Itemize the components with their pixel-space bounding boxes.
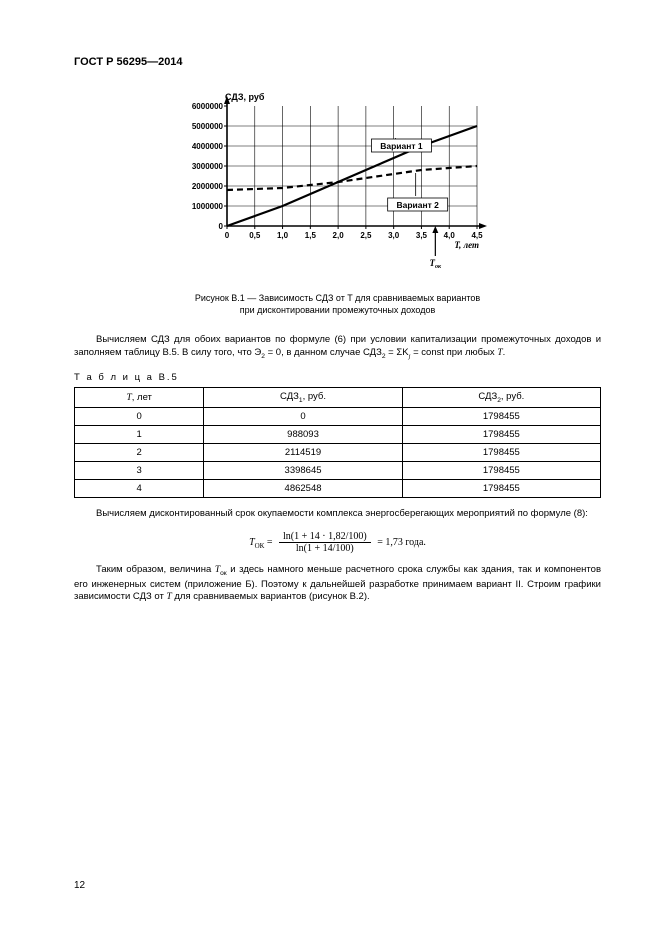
p3sub: ок [220, 570, 227, 577]
paragraph-1: Вычисляем СДЗ для обоих вариантов по фор… [74, 334, 601, 362]
table-cell: 3398645 [204, 461, 402, 479]
svg-text:4,5: 4,5 [471, 231, 483, 240]
paragraph-3: Таким образом, величина Tок и здесь намн… [74, 564, 601, 605]
caption-line1: Рисунок В.1 — Зависимость СДЗ от T для с… [195, 293, 480, 303]
table-row: 001798455 [75, 407, 601, 425]
svg-text:2,5: 2,5 [360, 231, 372, 240]
p1b: = ΣK [386, 347, 409, 358]
table-cell: 3 [75, 461, 204, 479]
svg-text:1,5: 1,5 [304, 231, 316, 240]
table-cell: 1 [75, 425, 204, 443]
p1c: = const при любых [410, 347, 497, 358]
svg-text:3000000: 3000000 [191, 162, 223, 171]
table-b5: T, лет СДЗ1, руб. СДЗ2, руб. 00179845519… [74, 387, 601, 498]
doc-header: ГОСТ Р 56295—2014 [74, 56, 601, 68]
table-row: 19880931798455 [75, 425, 601, 443]
table-cell: 4 [75, 479, 204, 497]
col-sdz1: СДЗ1, руб. [204, 387, 402, 407]
svg-text:5000000: 5000000 [191, 122, 223, 131]
table-cell: 0 [204, 407, 402, 425]
col-T: T, лет [75, 387, 204, 407]
svg-text:3,0: 3,0 [388, 231, 400, 240]
svg-text:4,0: 4,0 [443, 231, 455, 240]
table-cell: 988093 [204, 425, 402, 443]
table-cell: 2 [75, 443, 204, 461]
svg-text:0: 0 [218, 222, 223, 231]
table-header-row: T, лет СДЗ1, руб. СДЗ2, руб. [75, 387, 601, 407]
table-row: 448625481798455 [75, 479, 601, 497]
table-row: 221145191798455 [75, 443, 601, 461]
svg-text:0: 0 [224, 231, 229, 240]
svg-text:1000000: 1000000 [191, 202, 223, 211]
p1end: . [503, 347, 506, 358]
paragraph-2: Вычисляем дисконтированный срок окупаемо… [74, 508, 601, 521]
chart-container: СДЗ, руб 0 1000000 2000000 3000000 4000000 500… [74, 88, 601, 274]
svg-text:2,0: 2,0 [332, 231, 344, 240]
svg-text:2000000: 2000000 [191, 182, 223, 191]
table-body: 0017984551988093179845522114519179845533… [75, 407, 601, 497]
table-cell: 1798455 [402, 461, 600, 479]
svg-text:1,0: 1,0 [276, 231, 288, 240]
svg-text:3,5: 3,5 [415, 231, 427, 240]
table-cell: 1798455 [402, 407, 600, 425]
svg-text:T, лет: T, лет [454, 240, 479, 250]
figure-caption: Рисунок В.1 — Зависимость СДЗ от T для с… [74, 292, 601, 316]
table-cell: 1798455 [402, 443, 600, 461]
svg-text:СДЗ, руб: СДЗ, руб [225, 92, 265, 102]
p1mid: = 0, в данном случае СДЗ [265, 347, 382, 358]
svg-text:Вариант 1: Вариант 1 [380, 141, 423, 151]
svg-text:4000000: 4000000 [191, 142, 223, 151]
svg-text:Вариант 2: Вариант 2 [396, 200, 439, 210]
table-cell: 0 [75, 407, 204, 425]
table-label: Т а б л и ц а В.5 [74, 372, 601, 383]
line-chart: СДЗ, руб 0 1000000 2000000 3000000 4000000 500… [183, 88, 493, 274]
svg-text:Tок: Tок [429, 258, 441, 270]
p3c: для сравниваемых вариантов (рисунок В.2)… [172, 591, 370, 602]
table-cell: 1798455 [402, 425, 600, 443]
page-number: 12 [74, 880, 85, 891]
col-sdz2: СДЗ2, руб. [402, 387, 600, 407]
svg-text:0,5: 0,5 [249, 231, 261, 240]
p3a: Таким образом, величина [96, 564, 215, 575]
svg-text:6000000: 6000000 [191, 102, 223, 111]
table-row: 333986451798455 [75, 461, 601, 479]
table-cell: 2114519 [204, 443, 402, 461]
table-cell: 1798455 [402, 479, 600, 497]
caption-line2: при дисконтировании промежуточных доходо… [240, 305, 436, 315]
formula-tok: TОК = ln(1 + 14 · 1,82/100) ln(1 + 14/10… [74, 531, 601, 554]
table-cell: 4862548 [204, 479, 402, 497]
